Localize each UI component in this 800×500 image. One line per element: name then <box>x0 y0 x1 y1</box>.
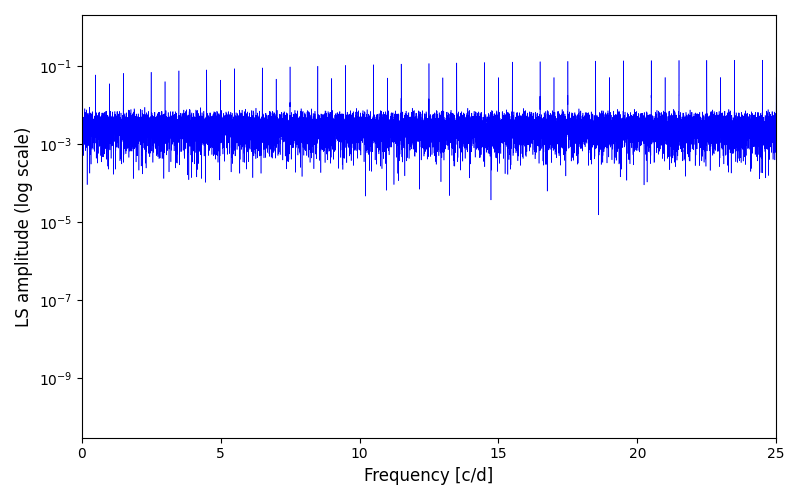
Y-axis label: LS amplitude (log scale): LS amplitude (log scale) <box>15 126 33 326</box>
X-axis label: Frequency [c/d]: Frequency [c/d] <box>364 467 494 485</box>
